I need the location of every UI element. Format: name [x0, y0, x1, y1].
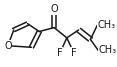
Text: CH₃: CH₃ [97, 20, 115, 30]
Text: F: F [71, 48, 77, 58]
Text: O: O [4, 41, 12, 51]
Text: F: F [57, 48, 63, 58]
Text: O: O [50, 4, 58, 14]
Text: CH₃: CH₃ [98, 45, 116, 55]
